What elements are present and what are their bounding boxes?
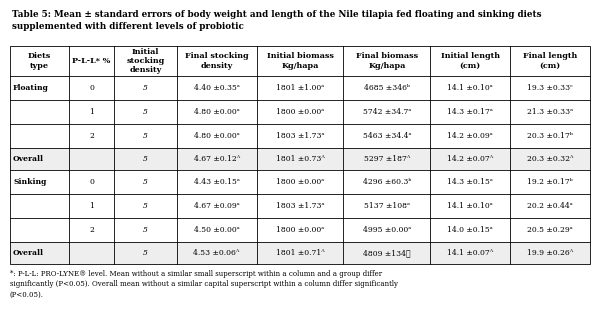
Text: 20.2 ±0.44ᵃ: 20.2 ±0.44ᵃ [527,202,573,210]
Text: 14.2 ±0.07ᴬ: 14.2 ±0.07ᴬ [447,155,493,163]
Text: 1801 ±0.71ᴬ: 1801 ±0.71ᴬ [275,249,325,257]
Text: 4995 ±0.00ᵃ: 4995 ±0.00ᵃ [363,226,411,234]
Text: 4685 ±346ᵇ: 4685 ±346ᵇ [364,84,410,92]
Text: 4.80 ±0.00ᵃ: 4.80 ±0.00ᵃ [194,132,239,140]
Text: Diets
type: Diets type [28,52,51,70]
Text: 5742 ±34.7ᵃ: 5742 ±34.7ᵃ [362,108,411,116]
Text: 4.67 ±0.12ᴬ: 4.67 ±0.12ᴬ [194,155,240,163]
Text: Initial biomass
Kg/hapa: Initial biomass Kg/hapa [266,52,334,70]
Text: 14.1 ±0.10ᵃ: 14.1 ±0.10ᵃ [448,84,493,92]
Text: 4809 ±134ᷣ: 4809 ±134ᷣ [363,249,410,257]
Text: 5: 5 [143,202,148,210]
Text: 1800 ±0.00ᵃ: 1800 ±0.00ᵃ [276,226,324,234]
Text: 4.53 ±0.06ᴬ: 4.53 ±0.06ᴬ [193,249,240,257]
Text: 20.3 ±0.32ᴬ: 20.3 ±0.32ᴬ [527,155,574,163]
Text: Overall: Overall [13,155,44,163]
Text: 4.43 ±0.15ᵃ: 4.43 ±0.15ᵃ [194,178,239,186]
Text: 14.2 ±0.09ᵃ: 14.2 ±0.09ᵃ [448,132,493,140]
Text: 14.1 ±0.07ᴬ: 14.1 ±0.07ᴬ [447,249,493,257]
Text: 1803 ±1.73ᵃ: 1803 ±1.73ᵃ [276,202,324,210]
Text: 5137 ±108ᵃ: 5137 ±108ᵃ [364,202,410,210]
Text: 4.40 ±0.35ᵃ: 4.40 ±0.35ᵃ [194,84,239,92]
Text: 14.3 ±0.15ᵃ: 14.3 ±0.15ᵃ [447,178,493,186]
Text: Overall: Overall [13,249,44,257]
Text: 1800 ±0.00ᵃ: 1800 ±0.00ᵃ [276,108,324,116]
Text: 0: 0 [89,84,94,92]
Text: 14.1 ±0.10ᵃ: 14.1 ±0.10ᵃ [448,202,493,210]
Text: Initial length
(cm): Initial length (cm) [440,52,500,70]
Text: 1: 1 [89,108,94,116]
Text: 4296 ±60.3ᵇ: 4296 ±60.3ᵇ [362,178,411,186]
Text: 5297 ±187ᴬ: 5297 ±187ᴬ [364,155,410,163]
Text: 19.3 ±0.33ᶜ: 19.3 ±0.33ᶜ [527,84,573,92]
Text: Final stocking
density: Final stocking density [185,52,248,70]
Bar [10,148,590,170]
Text: Final biomass
Kg/hapa: Final biomass Kg/hapa [356,52,418,70]
Bar [10,242,590,264]
Text: 1800 ±0.00ᵃ: 1800 ±0.00ᵃ [276,178,324,186]
Text: 4.67 ±0.09ᵃ: 4.67 ±0.09ᵃ [194,202,239,210]
Text: 1803 ±1.73ᵃ: 1803 ±1.73ᵃ [276,132,324,140]
Text: 2: 2 [89,226,94,234]
Text: 19.2 ±0.17ᵇ: 19.2 ±0.17ᵇ [527,178,573,186]
Text: 14.3 ±0.17ᵃ: 14.3 ±0.17ᵃ [447,108,493,116]
Text: Floating: Floating [13,84,49,92]
Text: P-L-L* %: P-L-L* % [73,57,111,65]
Text: 5: 5 [143,249,148,257]
Text: 5: 5 [143,178,148,186]
Text: 1: 1 [89,202,94,210]
Text: supplemented with different levels of probiotic: supplemented with different levels of pr… [12,22,244,31]
Text: 5: 5 [143,108,148,116]
Text: 1801 ±0.73ᴬ: 1801 ±0.73ᴬ [275,155,325,163]
Text: 19.9 ±0.26ᴬ: 19.9 ±0.26ᴬ [527,249,573,257]
Text: Final length
(cm): Final length (cm) [523,52,577,70]
Text: 14.0 ±0.15ᵃ: 14.0 ±0.15ᵃ [448,226,493,234]
Text: 5: 5 [143,84,148,92]
Text: 20.5 ±0.29ᵃ: 20.5 ±0.29ᵃ [527,226,573,234]
Text: Table 5: Mean ± standard errors of body weight and length of the Nile tilapia fe: Table 5: Mean ± standard errors of body … [12,10,542,19]
Bar [10,46,590,264]
Text: 4.80 ±0.00ᵃ: 4.80 ±0.00ᵃ [194,108,239,116]
Text: 4.50 ±0.00ᵃ: 4.50 ±0.00ᵃ [194,226,239,234]
Text: 21.3 ±0.33ᵃ: 21.3 ±0.33ᵃ [527,108,573,116]
Text: 5: 5 [143,132,148,140]
Text: 0: 0 [89,178,94,186]
Text: Initial
stocking
density: Initial stocking density [127,47,164,75]
Text: 20.3 ±0.17ᵇ: 20.3 ±0.17ᵇ [527,132,573,140]
Text: 5463 ±34.4ᵃ: 5463 ±34.4ᵃ [362,132,411,140]
Text: 1801 ±1.00ᵃ: 1801 ±1.00ᵃ [276,84,324,92]
Text: *: P-L-L: PRO-LYNE® level. Mean without a similar small superscript within a col: *: P-L-L: PRO-LYNE® level. Mean without … [10,270,398,299]
Text: Sinking: Sinking [13,178,46,186]
Text: 5: 5 [143,155,148,163]
Text: 5: 5 [143,226,148,234]
Text: 2: 2 [89,132,94,140]
